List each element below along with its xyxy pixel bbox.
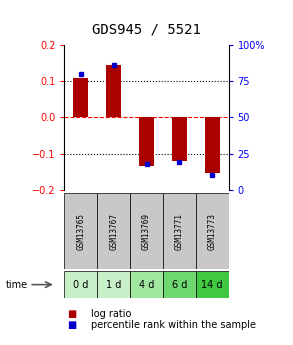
Bar [163,271,196,298]
Text: 6 d: 6 d [172,280,187,289]
Text: 1 d: 1 d [106,280,121,289]
Text: 0 d: 0 d [73,280,88,289]
Bar [130,271,163,298]
Bar [97,193,130,269]
Bar [97,271,130,298]
Bar [64,193,97,269]
Bar [74,78,88,117]
Bar [64,271,97,298]
Bar [163,193,196,269]
Text: GSM13771: GSM13771 [175,213,184,250]
Bar [205,117,219,174]
Text: GSM13773: GSM13773 [208,213,217,250]
Text: ■: ■ [67,309,77,319]
Text: log ratio: log ratio [91,309,131,319]
Bar [106,65,121,117]
Text: GSM13767: GSM13767 [109,213,118,250]
Bar [139,117,154,166]
Bar [196,193,229,269]
Text: 4 d: 4 d [139,280,154,289]
Text: percentile rank within the sample: percentile rank within the sample [91,321,256,330]
Text: GSM13769: GSM13769 [142,213,151,250]
Text: 14 d: 14 d [201,280,223,289]
Text: time: time [6,280,28,289]
Bar [196,271,229,298]
Text: GSM13765: GSM13765 [76,213,85,250]
Bar [130,193,163,269]
Bar [172,117,187,161]
Text: ■: ■ [67,321,77,330]
Text: GDS945 / 5521: GDS945 / 5521 [92,22,201,36]
